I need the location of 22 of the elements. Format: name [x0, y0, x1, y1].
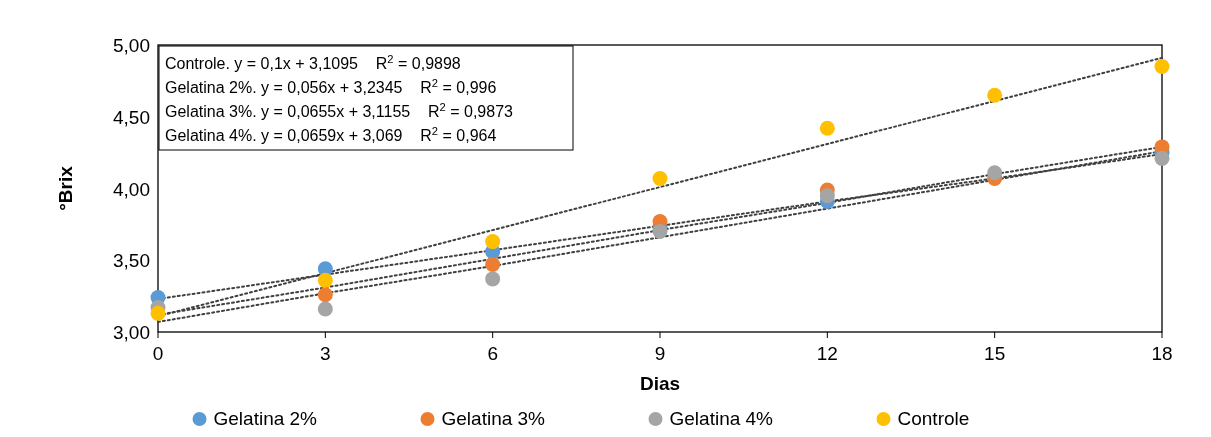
legend-label: Gelatina 4% — [669, 408, 774, 429]
x-tick-label: 18 — [1151, 343, 1173, 364]
legend-label: Gelatina 2% — [213, 408, 318, 429]
y-axis-title: °Brix — [55, 165, 76, 211]
x-tick-label: 3 — [320, 343, 331, 364]
annotation: Gelatina 2%. y = 0,056x + 3,2345 R$^{2}$ = 0,996 — [165, 77, 497, 96]
y-tick-label: 5,00 — [113, 35, 150, 56]
x-axis-title: Dias — [639, 373, 681, 394]
annotation: Gelatina 3%. y = 0,0655x + 3,1155 R$^{2}$ = 0,9873 — [165, 101, 514, 120]
legend-label: Gelatina 3% — [441, 408, 546, 429]
y-tick-label: 3,50 — [113, 250, 150, 272]
y-tick-label: 4,50 — [113, 106, 150, 128]
y-tick-label: 4,00 — [113, 178, 150, 200]
x-tick-label: 6 — [487, 343, 498, 364]
annotation: Controle. y = 0,1x + 3,1095 R$^{2}$ = 0,9898 — [165, 53, 461, 72]
x-tick-label: 0 — [152, 343, 164, 364]
x-tick-label: 12 — [816, 343, 838, 364]
y-tick-label: 3,00 — [113, 322, 150, 343]
legend-label: Controle — [897, 408, 970, 429]
x-tick-label: 15 — [984, 343, 1006, 364]
annotation: Gelatina 4%. y = 0,0659x + 3,069 R$^{2}$ = 0,964 — [165, 125, 497, 144]
x-tick-label: 9 — [654, 343, 666, 364]
